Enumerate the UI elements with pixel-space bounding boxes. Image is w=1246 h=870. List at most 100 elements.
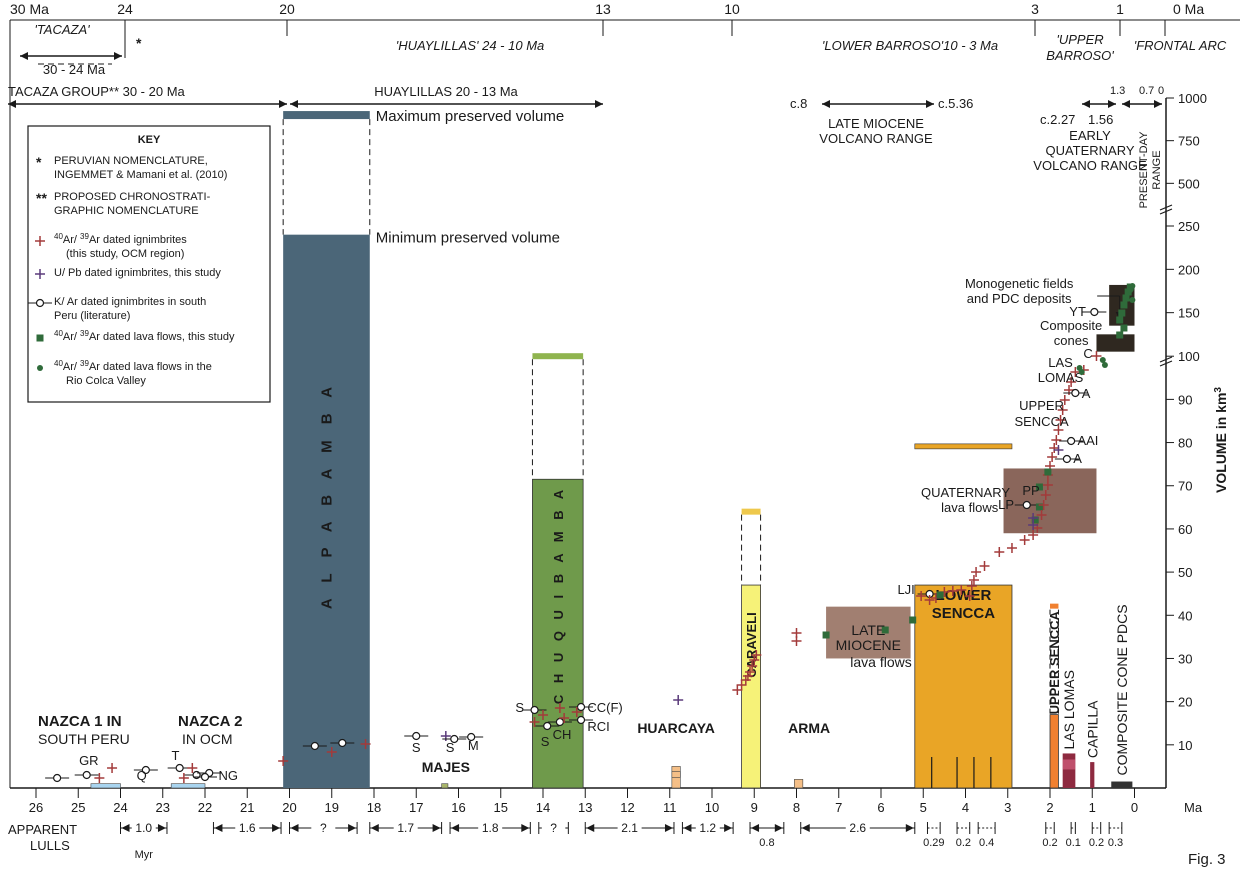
axis-break xyxy=(1159,208,1173,215)
k-ar-point xyxy=(576,715,586,725)
bar-arma-label: ARMA xyxy=(788,720,830,736)
arrow-head xyxy=(432,824,441,832)
point-label-gr: GR xyxy=(79,753,99,768)
present-range-2: 0.7 xyxy=(1139,85,1154,97)
x-tick-label: 2 xyxy=(1046,800,1053,815)
y-tick-label: 500 xyxy=(1178,176,1200,191)
axis-break xyxy=(1159,204,1173,211)
k-ar-point xyxy=(53,773,62,783)
arrow-head xyxy=(348,824,357,832)
lava-flow-point xyxy=(1031,516,1039,524)
lull-label-bg xyxy=(393,820,418,834)
bar-majes-label: MAJES xyxy=(422,759,470,775)
arrow-head xyxy=(664,824,673,832)
arrow-head xyxy=(905,824,914,832)
lull-label: 0.4 xyxy=(979,837,994,849)
lull-label: 2.1 xyxy=(621,821,638,835)
x-tick-label: 3 xyxy=(1004,800,1011,815)
k-ar-point xyxy=(310,741,319,751)
k-ar-point xyxy=(543,721,552,731)
x-tick-label: 7 xyxy=(835,800,842,815)
volcano-range-end: c.5.36 xyxy=(938,96,973,111)
lull-label: 0.1 xyxy=(1066,837,1081,849)
lava-flow-point xyxy=(1044,468,1052,476)
lull-label: 1.6 xyxy=(239,821,256,835)
x-tick-label: 21 xyxy=(240,800,254,815)
bar-las-lomas xyxy=(1062,753,1076,788)
arrow-head xyxy=(1108,100,1116,108)
k-ar-point xyxy=(200,772,210,782)
box-late-miocene-2: MIOCENE xyxy=(836,637,901,653)
y-tick-label: 750 xyxy=(1178,134,1200,149)
lull-label-bg xyxy=(235,820,260,834)
legend-star-icon: ** xyxy=(36,190,47,206)
lava-flow-point xyxy=(1035,503,1043,511)
arrow-head xyxy=(1122,100,1130,108)
y-tick-label: 70 xyxy=(1178,479,1192,494)
colca-lava-point xyxy=(1099,357,1106,363)
box-0 xyxy=(826,606,911,659)
x-tick-label: 14 xyxy=(536,800,550,815)
box-3 xyxy=(1096,334,1135,352)
bar-nazca-1 xyxy=(90,783,121,789)
x-tick-label: 24 xyxy=(113,800,127,815)
point-label-las: LAS xyxy=(1048,355,1073,370)
x-tick-label: 26 xyxy=(29,800,43,815)
present-range-1: 1.3 xyxy=(1110,85,1125,97)
present-range-3: 0 xyxy=(1158,85,1164,97)
bar-caraveli-max-cap xyxy=(741,508,761,515)
k-ar-point xyxy=(82,770,91,780)
y-tick-label: 200 xyxy=(1178,262,1200,277)
y-tick-label: 90 xyxy=(1178,392,1192,407)
legend-item-text-2: GRAPHIC NOMENCLATURE xyxy=(54,205,199,217)
lull-label: 0.2 xyxy=(1042,837,1057,849)
arrow-head xyxy=(272,824,281,832)
point-label-lji: LJI xyxy=(897,582,914,597)
y-axis-label: VOLUME in km3 xyxy=(1213,387,1230,493)
y-tick-label: 250 xyxy=(1178,219,1200,234)
colca-lava-point xyxy=(1129,283,1136,289)
lava-flow-point xyxy=(1116,331,1124,339)
bar-alpabamba xyxy=(283,234,370,788)
min-volume-label: Minimum preserved volume xyxy=(376,230,560,247)
top-axis-label: 10 xyxy=(724,1,740,17)
lull-label: 0.8 xyxy=(759,837,774,849)
x-tick-label: 15 xyxy=(494,800,508,815)
lull-sub: Myr xyxy=(135,849,154,861)
point-label-rci: RCI xyxy=(587,719,609,734)
volcano-range-start: c.8 xyxy=(790,96,807,111)
k-ar-point xyxy=(530,705,539,715)
point-label-t: T xyxy=(171,748,179,763)
arrow-head xyxy=(214,824,223,832)
point-label-ccf: CC(F) xyxy=(587,700,622,715)
point-label-ng: NG xyxy=(218,768,238,783)
arrow-head xyxy=(521,824,530,832)
x-axis-label: Ma xyxy=(1184,800,1203,815)
legend-item-text: 40Ar/ 39Ar dated lava flows in the xyxy=(54,359,212,374)
x-tick-label: 23 xyxy=(156,800,170,815)
x-tick-label: 17 xyxy=(409,800,423,815)
arrow-head xyxy=(1082,100,1090,108)
bar-capilla-label: CAPILLA xyxy=(1084,700,1100,758)
lull-label: 1.7 xyxy=(397,821,414,835)
bar-huarcaya-upper xyxy=(671,771,681,778)
y-tick-label: 20 xyxy=(1178,695,1192,710)
lull-label-bg xyxy=(311,820,336,834)
y-tick-label: 80 xyxy=(1178,436,1192,451)
point-label-lomas: LOMAS xyxy=(1038,370,1084,385)
k-ar-point xyxy=(141,765,150,775)
arrow-head xyxy=(157,824,166,832)
lull-label: 0.29 xyxy=(923,837,944,849)
legend-item-text: PERUVIAN NOMENCLATURE, xyxy=(54,155,208,167)
arrow-head xyxy=(290,824,299,832)
k-ar-point xyxy=(1090,307,1099,317)
legend-item-text: 40Ar/ 39Ar dated ignimbrites xyxy=(54,232,187,247)
k-ar-point xyxy=(1022,500,1031,510)
bar-upper-sencca xyxy=(1049,714,1059,789)
y-tick-label: 150 xyxy=(1178,306,1200,321)
lava-flow-point xyxy=(1116,316,1124,324)
arrow-head xyxy=(20,52,28,60)
bar-upper-sencca-max-cap xyxy=(1050,603,1059,609)
box-monogenetic-2: and PDC deposits xyxy=(967,291,1072,306)
early-quat-end: 1.56 xyxy=(1088,112,1113,127)
